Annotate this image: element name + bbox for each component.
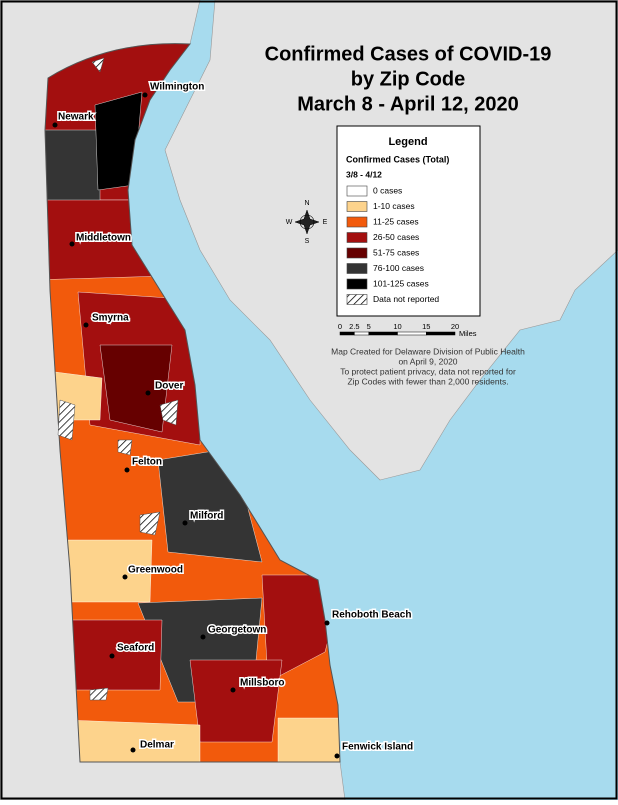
scale-label: 5 (367, 322, 371, 331)
legend-swatch (346, 185, 368, 197)
city-dot (124, 467, 130, 473)
city-label: Newark (58, 112, 94, 123)
legend-label: 1-10 cases (373, 201, 415, 211)
compass-letter: N (304, 200, 309, 207)
city-label: Millsboro (240, 678, 284, 689)
title-line: by Zip Code (351, 68, 465, 90)
legend-label: 26-50 cases (373, 232, 419, 242)
not-reported-areas (57, 57, 179, 701)
city-dot (83, 322, 89, 328)
city-label: Delmar (140, 740, 174, 751)
legend-label: 51-75 cases (373, 247, 419, 257)
not-reported-area (57, 399, 76, 441)
scale-unit: Miles (459, 329, 477, 338)
legend-swatch (346, 201, 368, 212)
scale-segment (368, 331, 398, 336)
city-label: Dover (155, 381, 183, 392)
city-dot (142, 92, 148, 98)
credit-note: Zip Codes with fewer than 2,000 resident… (347, 376, 508, 386)
city-dot (130, 747, 136, 753)
city-dot (200, 634, 206, 640)
city-dot (182, 520, 188, 526)
compass-rose (294, 209, 320, 235)
scale-segment (397, 331, 427, 336)
scale-label: 2.5 (349, 322, 359, 331)
zip-zone (277, 717, 340, 763)
legend-label: 11-25 cases (373, 216, 419, 226)
city-label: Fenwick Island (342, 742, 413, 753)
city-label: Milford (190, 511, 223, 522)
legend-label: Data not reported (373, 294, 439, 304)
zip-zone (189, 659, 283, 743)
legend-swatch (346, 216, 368, 228)
legend-swatch (346, 232, 368, 243)
title-line: Confirmed Cases of COVID-19 (265, 43, 552, 65)
legend-swatch (346, 294, 368, 305)
legend-label: 76-100 cases (373, 263, 424, 273)
scale-label: 0 (338, 322, 342, 331)
city-dot (52, 122, 58, 128)
legend-title: Legend (388, 136, 427, 148)
city-dot (334, 753, 340, 759)
zip-zone (99, 344, 173, 433)
city-dot (109, 653, 115, 659)
city-dot (145, 390, 151, 396)
labels: Confirmed Cases of COVID-19 by Zip Code Ma… (52, 43, 552, 759)
city-label: Greenwood (128, 565, 183, 576)
city-label: Georgetown (208, 625, 266, 636)
city-label: Smyrna (92, 313, 129, 324)
scale-label: 10 (393, 322, 401, 331)
compass-letter: S (305, 238, 310, 245)
city-dot (230, 687, 236, 693)
scale-segment (354, 331, 369, 336)
city-label: Wilmington (150, 82, 204, 93)
scale-label: 15 (422, 322, 430, 331)
legend-label: 0 cases (373, 185, 402, 195)
city-dot (324, 620, 330, 626)
credit-note: Map Created for Delaware Division of Pub… (331, 346, 525, 356)
not-reported-area (159, 399, 179, 426)
not-reported-area (117, 439, 133, 456)
not-reported-area (91, 57, 105, 73)
scale-label: 20 (451, 322, 459, 331)
city-label: Seaford (117, 643, 154, 654)
compass-ring (299, 214, 315, 230)
compass-letter: E (323, 219, 328, 226)
scale-segment (339, 331, 355, 336)
legend-swatch (346, 278, 368, 290)
city-label: Rehoboth Beach (332, 610, 411, 621)
credit-note: on April 9, 2020 (398, 356, 457, 366)
city-dot (122, 574, 128, 580)
legend-period: 3/8 - 4/12 (346, 169, 382, 179)
scale-segment (426, 331, 456, 336)
credit-note: To protect patient privacy, data not rep… (340, 366, 516, 376)
legend-subtitle: Confirmed Cases (Total) (346, 154, 449, 164)
title-line: March 8 - April 12, 2020 (297, 93, 519, 115)
compass-letter: W (286, 219, 293, 226)
not-reported-area (139, 511, 161, 536)
legend-swatch (346, 263, 368, 274)
legend-swatch (346, 247, 368, 259)
legend-label: 101-125 cases (373, 278, 429, 288)
city-dot (69, 241, 75, 247)
city-label: Middletown (76, 233, 131, 244)
city-label: Felton (132, 457, 162, 468)
not-reported-area (89, 687, 109, 701)
